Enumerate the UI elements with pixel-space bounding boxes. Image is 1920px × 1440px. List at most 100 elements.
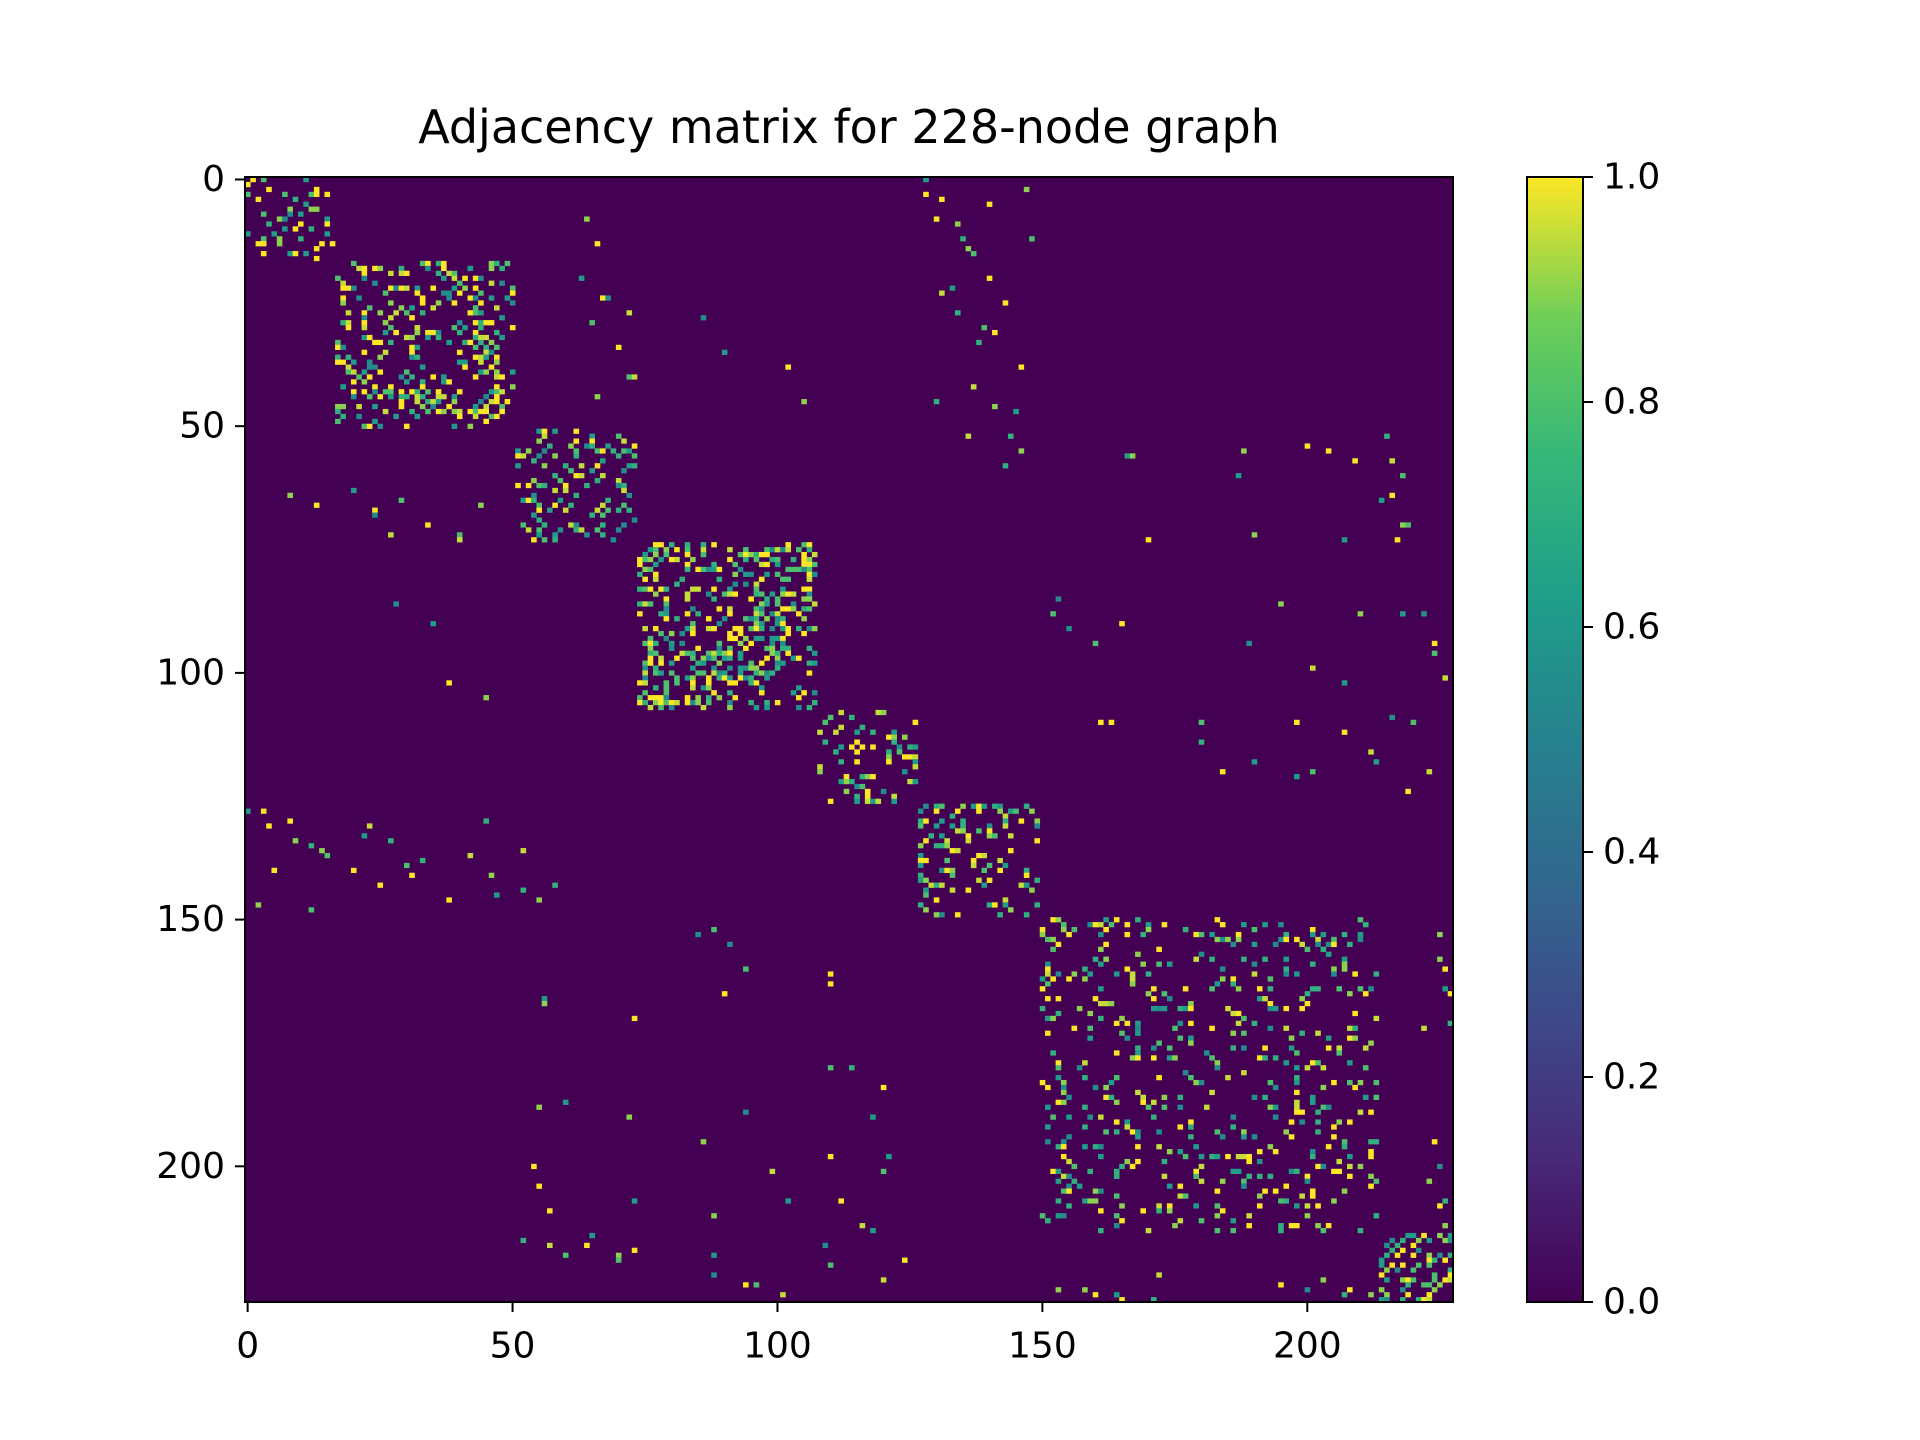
heatmap-cell (769, 640, 776, 647)
heatmap-cell (1362, 1045, 1369, 1051)
heatmap-cell (817, 764, 823, 770)
heatmap-cell (361, 334, 368, 341)
heatmap-cell (1442, 986, 1448, 992)
heatmap-cell (451, 408, 458, 415)
heatmap-cell (1368, 1040, 1374, 1046)
heatmap-cell (780, 645, 786, 651)
heatmap-cell (801, 566, 807, 573)
heatmap-cell (806, 576, 813, 582)
heatmap-cell (1023, 882, 1030, 888)
heatmap-cell (578, 527, 585, 533)
heatmap-cell (472, 310, 479, 316)
heatmap-cell (282, 216, 288, 222)
x-axis: 0 50 100 150 200 (236, 1302, 1342, 1367)
heatmap-cell (986, 877, 993, 883)
heatmap-cell (970, 251, 977, 257)
heatmap-cell (1341, 680, 1348, 686)
heatmap-cell (1087, 971, 1094, 977)
heatmap-cell (690, 685, 696, 691)
heatmap-cell (684, 675, 691, 681)
heatmap-cell (806, 586, 813, 592)
heatmap-cell (753, 581, 760, 587)
heatmap-cell (615, 477, 622, 484)
heatmap-cell (859, 1223, 866, 1229)
heatmap-cell (674, 700, 680, 706)
heatmap-cell (1135, 1045, 1141, 1051)
heatmap-cell (573, 522, 580, 528)
heatmap-cell (308, 206, 315, 212)
heatmap-cell (668, 704, 675, 711)
heatmap-cell (1135, 1050, 1141, 1056)
heatmap-cell (419, 403, 426, 410)
heatmap-cell (377, 394, 384, 400)
heatmap-cell (472, 275, 479, 281)
heatmap-cell (467, 295, 474, 301)
heatmap-cell (1098, 961, 1104, 967)
heatmap-cell (361, 349, 368, 355)
heatmap-cell (854, 759, 860, 765)
heatmap-cell (552, 502, 558, 508)
heatmap-cell (1060, 1144, 1067, 1150)
heatmap-cell (398, 389, 405, 395)
heatmap-cell (1384, 433, 1390, 439)
heatmap-cell (854, 739, 860, 745)
heatmap-cell (430, 403, 437, 410)
heatmap-cell (1140, 1208, 1146, 1214)
heatmap-cell (303, 201, 309, 207)
heatmap-cell (398, 399, 405, 405)
heatmap-cell (716, 695, 723, 701)
heatmap-cell (266, 823, 272, 829)
heatmap-cell (1447, 1277, 1454, 1283)
heatmap-cell (1182, 927, 1189, 933)
heatmap-cell (986, 902, 993, 908)
heatmap-cell (1092, 1188, 1099, 1194)
heatmap-cell (382, 389, 389, 395)
heatmap-cell (1214, 1188, 1221, 1194)
heatmap-cell (1045, 971, 1051, 977)
heatmap-cell (478, 369, 484, 375)
heatmap-cell (939, 833, 945, 839)
heatmap-cell (509, 325, 516, 331)
heatmap-cell (637, 571, 643, 577)
heatmap-cell (350, 260, 357, 267)
heatmap-cell (1241, 1129, 1247, 1135)
heatmap-cell (1124, 931, 1131, 938)
heatmap-cell (1092, 1292, 1099, 1298)
heatmap-cell (1352, 1084, 1358, 1091)
heatmap-cell (684, 700, 691, 706)
heatmap-cell (986, 833, 993, 839)
heatmap-cell (1177, 1193, 1184, 1199)
heatmap-cell (1066, 1114, 1072, 1120)
heatmap-cell (340, 285, 346, 291)
heatmap-cell (1294, 719, 1300, 725)
heatmap-cell (419, 295, 426, 301)
heatmap-cell (1108, 1094, 1115, 1100)
heatmap-cell (716, 566, 723, 573)
colorbar (1526, 176, 1584, 1303)
heatmap-cell (721, 349, 728, 355)
heatmap-cell (1060, 922, 1067, 928)
heatmap-cell (621, 502, 627, 508)
heatmap-cell (1442, 1237, 1448, 1244)
heatmap-cell (796, 685, 802, 691)
heatmap-cell (541, 1001, 548, 1007)
heatmap-cell (732, 626, 739, 632)
heatmap-cell (308, 907, 315, 913)
heatmap-cell (562, 487, 569, 494)
heatmap-cell (780, 640, 786, 647)
heatmap-cell (1214, 1065, 1221, 1071)
heatmap-cell (637, 695, 643, 701)
heatmap-cell (1278, 922, 1284, 928)
heatmap-cell (1267, 1079, 1274, 1086)
heatmap-cell (472, 344, 479, 350)
heatmap-cell (1251, 1134, 1258, 1140)
heatmap-cell (1087, 1010, 1094, 1017)
heatmap-cell (366, 374, 373, 380)
heatmap-cell (1447, 1020, 1454, 1026)
heatmap-cell (441, 394, 447, 400)
heatmap-cell (536, 532, 542, 538)
heatmap-cell (1320, 946, 1327, 952)
heatmap-cell (1320, 1084, 1327, 1091)
heatmap-cell (880, 788, 887, 795)
heatmap-cell (483, 349, 490, 355)
